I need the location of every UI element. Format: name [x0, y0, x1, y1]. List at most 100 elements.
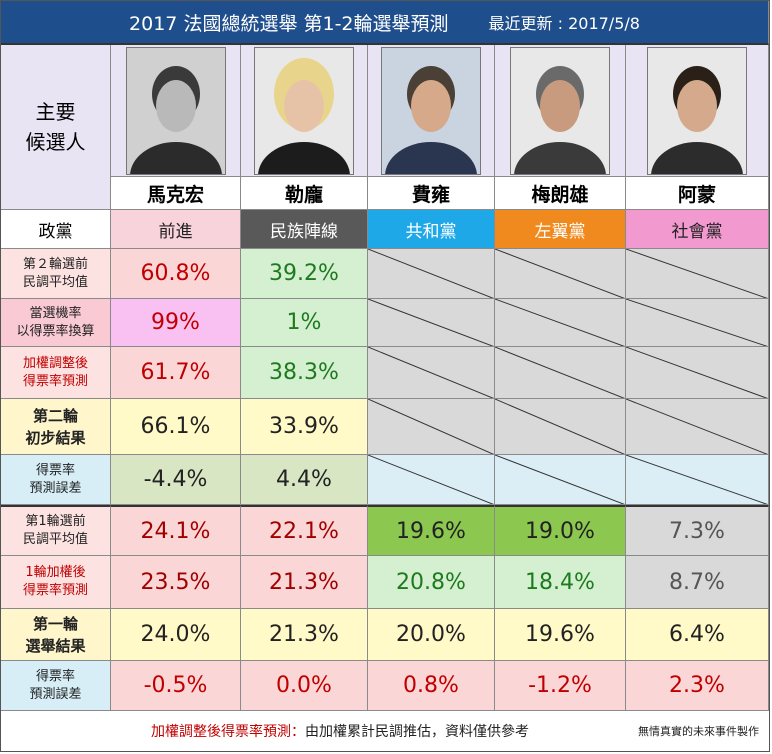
row-label-line: 選舉結果 — [25, 636, 86, 655]
portrait-body — [385, 141, 477, 174]
diagonal-line — [626, 249, 768, 298]
diagonal-strike-icon — [495, 249, 625, 298]
footer-note: 加權調整後得票率預測：由加權累計民調推估，資料僅供參考 — [151, 721, 529, 741]
party-label: 政黨 — [1, 210, 111, 249]
diagonal-line — [495, 455, 625, 504]
value-text: 24.0% — [140, 622, 211, 647]
candidate-party-text: 共和黨 — [405, 221, 457, 242]
candidate-name-text: 梅朗雄 — [531, 183, 589, 206]
value-text: 7.3% — [669, 518, 725, 544]
footer-note-red: 加權調整後得票率預測： — [151, 724, 305, 740]
portrait-face — [155, 79, 196, 132]
row-label-line: 得票率預測 — [22, 373, 88, 389]
not-applicable-cell — [495, 299, 626, 347]
value-cell: 19.6% — [368, 505, 495, 556]
value-text: 21.3% — [269, 569, 339, 595]
candidate-portrait — [510, 46, 610, 175]
diagonal-line — [626, 347, 768, 398]
row-label: 當選機率 以得票率換算 — [1, 299, 111, 347]
value-cell: 66.1% — [111, 399, 241, 455]
diagonal-line — [368, 249, 494, 298]
value-text: 0.8% — [403, 673, 459, 698]
value-cell: 24.1% — [111, 505, 241, 556]
candidate-party: 共和黨 — [368, 210, 495, 249]
diagonal-strike-icon — [626, 455, 768, 504]
row-label-line: 第1輪選前 — [25, 514, 86, 529]
value-text: 66.1% — [140, 414, 211, 439]
row-label-line: 加權調整後 — [22, 355, 88, 371]
value-text: 4.4% — [276, 467, 332, 492]
footer-note-black: 由加權累計民調推估，資料僅供參考 — [305, 724, 529, 740]
row-label-line: 初步結果 — [25, 428, 86, 447]
value-cell: -4.4% — [111, 455, 241, 505]
diagonal-line — [495, 249, 625, 298]
not-applicable-cell — [368, 249, 495, 299]
value-cell: 18.4% — [495, 556, 626, 609]
row-label-line: 民調平均值 — [22, 274, 88, 290]
party-label-text: 政黨 — [38, 221, 73, 242]
value-cell: 4.4% — [241, 455, 368, 505]
candidate-portrait — [647, 46, 747, 175]
diagonal-strike-icon — [495, 347, 625, 398]
diagonal-strike-icon — [495, 299, 625, 346]
value-cell: 19.6% — [495, 609, 626, 661]
diagonal-strike-icon — [368, 455, 494, 504]
portrait-body — [651, 141, 743, 174]
diagonal-strike-icon — [368, 299, 494, 346]
not-applicable-cell — [495, 249, 626, 299]
value-text: -1.2% — [528, 673, 592, 698]
diagonal-line — [495, 347, 625, 398]
corner-label: 主要 候選人 — [1, 45, 111, 210]
portrait-face — [284, 79, 324, 132]
corner-label-line: 主要 — [35, 100, 76, 124]
value-cell: 19.0% — [495, 505, 626, 556]
not-applicable-cell — [626, 455, 769, 505]
row-label-line: 預測誤差 — [29, 480, 82, 496]
value-cell: -1.2% — [495, 661, 626, 711]
not-applicable-cell — [626, 347, 769, 399]
candidate-portrait — [381, 46, 481, 175]
row-label: 第二輪 初步結果 — [1, 399, 111, 455]
value-cell: 99% — [111, 299, 241, 347]
diagonal-line — [626, 299, 768, 346]
candidate-name-text: 阿蒙 — [677, 183, 716, 206]
row-label: 第２輪選前 民調平均值 — [1, 249, 111, 299]
value-cell: 20.8% — [368, 556, 495, 609]
row-label: 第1輪選前 民調平均值 — [1, 505, 111, 556]
value-cell: 23.5% — [111, 556, 241, 609]
row-label: 加權調整後得票率預測 — [1, 347, 111, 399]
candidate-party: 左翼黨 — [495, 210, 626, 249]
portrait-silhouette-icon — [514, 65, 606, 174]
value-text: 61.7% — [140, 360, 211, 385]
value-cell: 39.2% — [241, 249, 368, 299]
not-applicable-cell — [495, 399, 626, 455]
diagonal-line — [626, 399, 768, 454]
diagonal-line — [368, 455, 494, 504]
value-cell: 38.3% — [241, 347, 368, 399]
value-text: 8.7% — [669, 569, 725, 595]
candidate-party-text: 社會黨 — [671, 221, 723, 242]
portrait-silhouette-icon — [651, 65, 743, 174]
value-cell: 22.1% — [241, 505, 368, 556]
value-cell: 1% — [241, 299, 368, 347]
not-applicable-cell — [368, 347, 495, 399]
value-cell: 61.7% — [111, 347, 241, 399]
row-label-line: 預測誤差 — [29, 686, 82, 702]
candidate-portrait — [254, 46, 354, 175]
candidate-photo-cell — [626, 45, 769, 177]
value-cell: 0.0% — [241, 661, 368, 711]
value-text: 60.8% — [140, 261, 211, 286]
not-applicable-cell — [626, 249, 769, 299]
candidate-name-text: 費雍 — [411, 183, 450, 206]
candidate-name: 馬克宏 — [111, 177, 241, 210]
value-text: 24.1% — [140, 518, 211, 544]
diagonal-line — [368, 399, 494, 454]
value-text: 33.9% — [269, 414, 339, 439]
candidate-party: 社會黨 — [626, 210, 769, 249]
not-applicable-cell — [368, 399, 495, 455]
value-cell: 24.0% — [111, 609, 241, 661]
row-label-line: 得票率 — [35, 668, 75, 684]
value-cell: 0.8% — [368, 661, 495, 711]
row-label-line: 當選機率 — [29, 305, 82, 321]
